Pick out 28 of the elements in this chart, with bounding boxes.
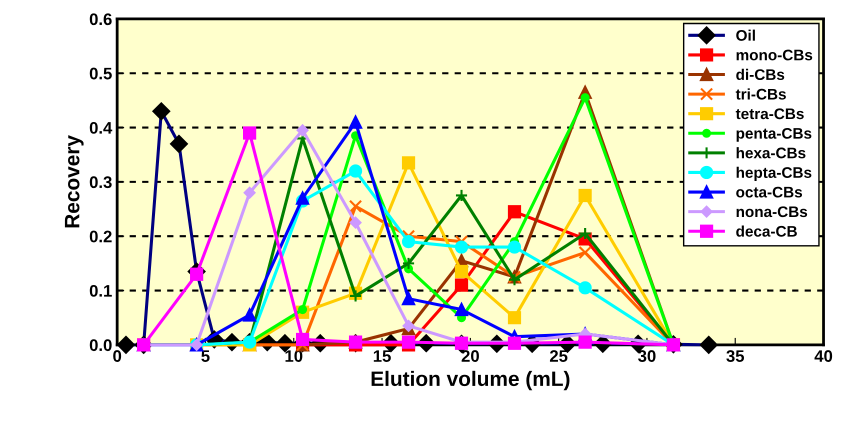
y-tick-label: 0.6 xyxy=(90,13,112,26)
x-tick-label: 0 xyxy=(113,350,122,362)
x-tick-label: 20 xyxy=(462,350,479,362)
legend-label: hexa-CBs xyxy=(736,147,806,158)
y-tick-label: 0.3 xyxy=(90,176,112,188)
x-tick-label: 5 xyxy=(201,350,210,362)
legend-label: hepta-CBs xyxy=(736,166,812,181)
legend-label: deca-CB xyxy=(736,226,797,237)
y-tick-label: 0.1 xyxy=(90,284,112,297)
y-tick-label: 0.5 xyxy=(90,68,112,80)
x-tick-label: 35 xyxy=(726,350,744,362)
x-tick-label: 40 xyxy=(814,350,832,362)
legend-label: tetra-CBs xyxy=(736,108,804,120)
y-tick-label: 0.4 xyxy=(90,122,112,134)
legend-label: Oil xyxy=(736,30,755,41)
x-tick-label: 15 xyxy=(374,350,391,362)
legend-label: di-CBs xyxy=(736,68,784,80)
x-tick-label: 30 xyxy=(638,350,656,362)
legend-label: tri-CBs xyxy=(736,88,786,100)
y-tick-label: 0.2 xyxy=(90,230,112,242)
x-tick-label: 25 xyxy=(550,350,568,362)
x-axis-title: Elution volume (mL) xyxy=(372,370,570,390)
legend-label: mono-CBs xyxy=(736,50,812,60)
legend-label: octa-CBs xyxy=(736,186,802,198)
legend-label: nona-CBs xyxy=(736,206,808,218)
y-tick-label: 0.0 xyxy=(90,339,112,352)
y-axis-title: Recovery xyxy=(64,135,84,228)
legend-label: penta-CBs xyxy=(736,128,812,142)
